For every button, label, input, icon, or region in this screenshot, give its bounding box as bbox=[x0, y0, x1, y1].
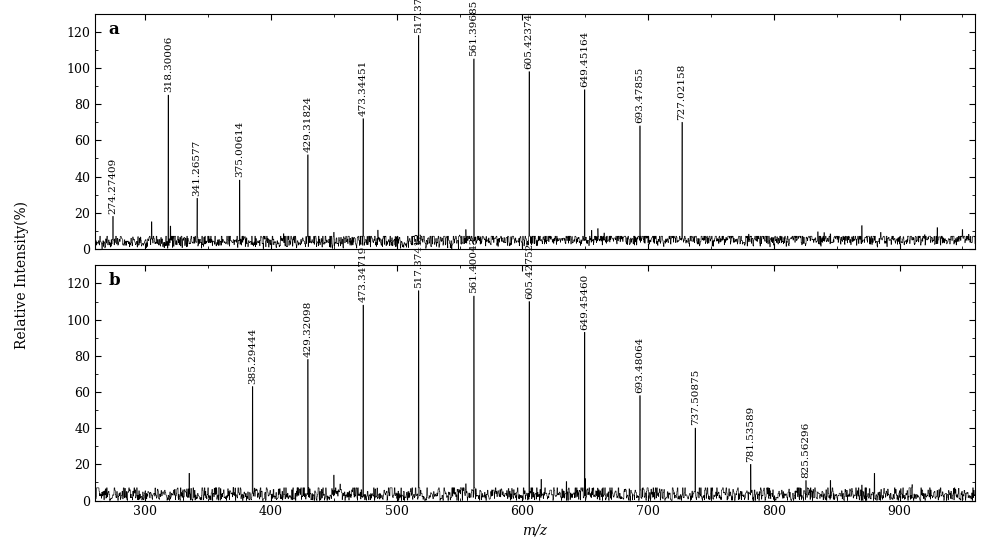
Text: 274.27409: 274.27409 bbox=[108, 157, 117, 213]
Text: 517.37412: 517.37412 bbox=[414, 232, 423, 288]
Text: 781.53589: 781.53589 bbox=[746, 405, 755, 461]
Text: 429.32098: 429.32098 bbox=[303, 300, 312, 357]
Text: 693.48064: 693.48064 bbox=[635, 337, 644, 393]
Text: 727.02158: 727.02158 bbox=[678, 63, 687, 119]
Text: a: a bbox=[108, 21, 119, 38]
X-axis label: m/z: m/z bbox=[522, 524, 548, 538]
Text: 649.45164: 649.45164 bbox=[580, 31, 589, 87]
Text: 375.00614: 375.00614 bbox=[235, 121, 244, 178]
Text: 561.40043: 561.40043 bbox=[469, 237, 478, 293]
Text: Relative Intensity(%): Relative Intensity(%) bbox=[15, 201, 29, 349]
Text: 473.34719: 473.34719 bbox=[359, 246, 368, 302]
Text: 605.42374: 605.42374 bbox=[525, 13, 534, 69]
Text: 318.30006: 318.30006 bbox=[164, 36, 173, 92]
Text: 561.39685: 561.39685 bbox=[469, 0, 478, 56]
Text: 429.31824: 429.31824 bbox=[303, 96, 312, 152]
Text: 517.37050: 517.37050 bbox=[414, 0, 423, 33]
Text: 825.56296: 825.56296 bbox=[801, 422, 810, 478]
Text: 473.34451: 473.34451 bbox=[359, 60, 368, 116]
Text: 649.45460: 649.45460 bbox=[580, 273, 589, 329]
Text: 737.50875: 737.50875 bbox=[691, 369, 700, 426]
Text: 693.47855: 693.47855 bbox=[635, 67, 644, 123]
Text: b: b bbox=[108, 272, 120, 289]
Text: 385.29444: 385.29444 bbox=[248, 328, 257, 384]
Text: 341.26577: 341.26577 bbox=[193, 139, 202, 196]
Text: 605.42752: 605.42752 bbox=[525, 243, 534, 299]
